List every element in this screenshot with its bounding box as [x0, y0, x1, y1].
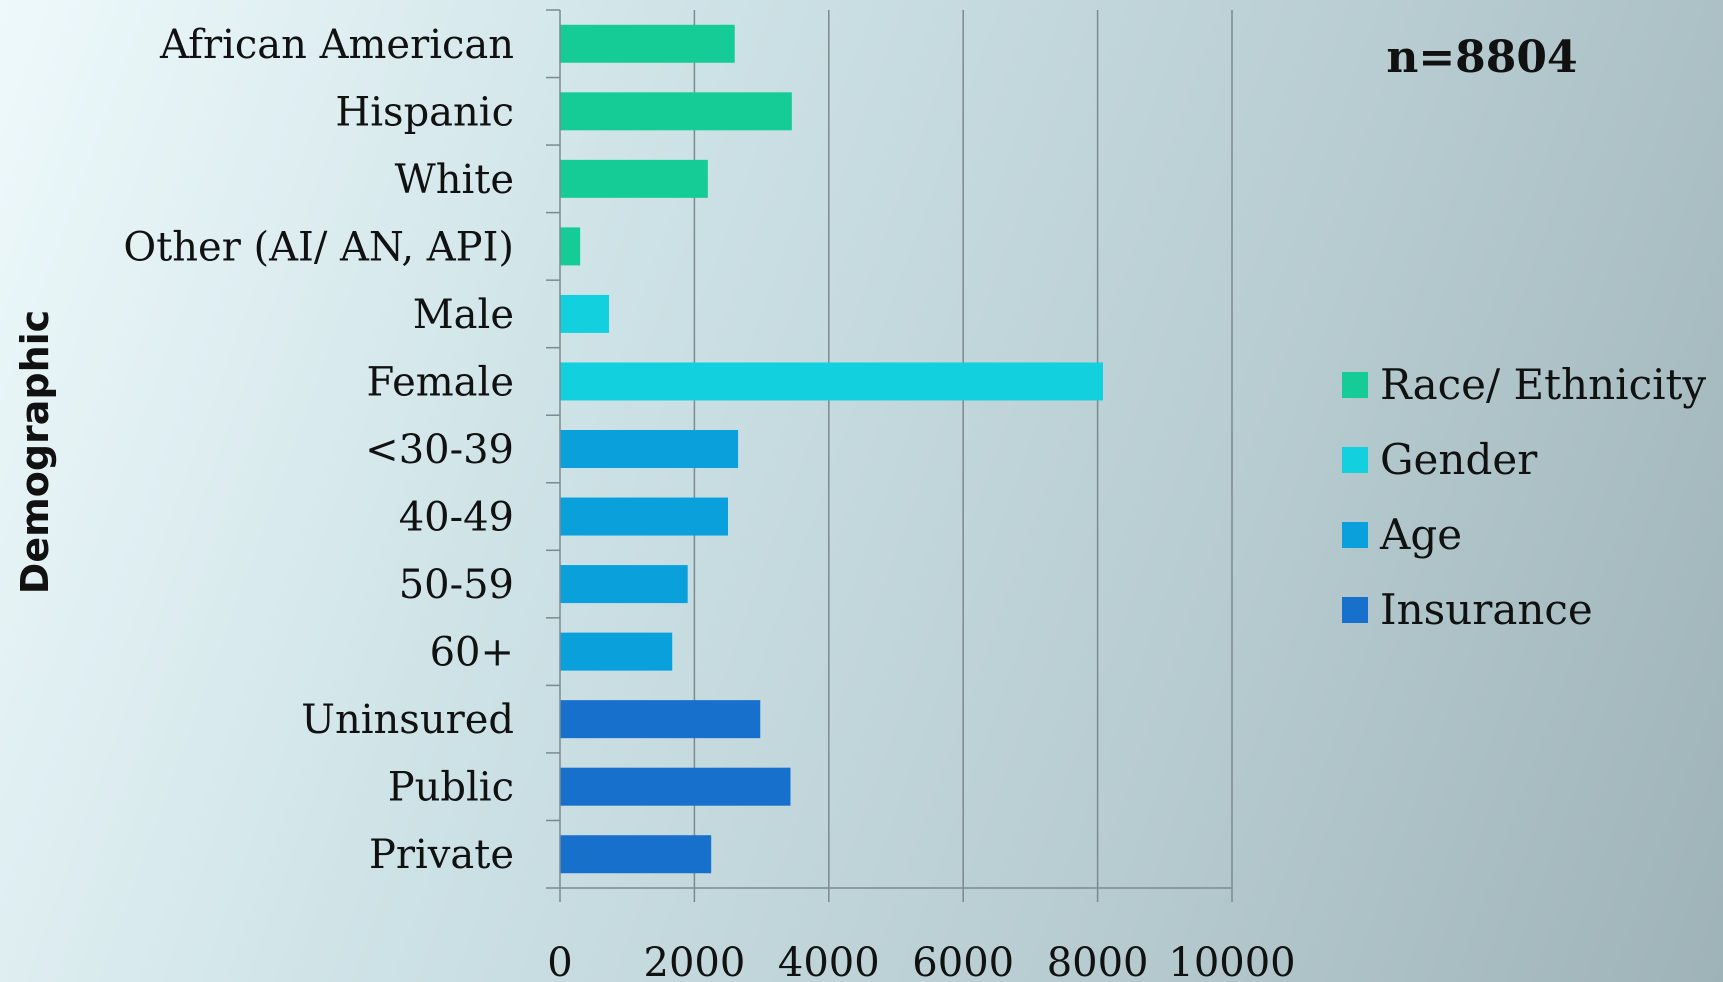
bar — [560, 24, 735, 63]
bar — [560, 565, 688, 604]
bar — [560, 632, 673, 671]
x-tick-label: 2000 — [644, 940, 746, 982]
category-label: Private — [369, 832, 514, 878]
category-label: Male — [413, 292, 514, 338]
legend-label: Race/ Ethnicity — [1380, 360, 1706, 409]
bar — [560, 497, 728, 536]
x-tick-labels: 0 2000 4000 6000 8000 10000 — [547, 940, 1295, 982]
bar — [560, 92, 792, 131]
x-tick-label: 10000 — [1168, 940, 1295, 982]
bar — [560, 227, 581, 266]
legend-swatch — [1342, 447, 1368, 473]
bar — [560, 700, 761, 739]
legend-swatch — [1342, 372, 1368, 398]
bar — [560, 767, 791, 806]
gridlines — [693, 10, 1233, 888]
x-tick-label: 0 — [547, 940, 572, 982]
x-tick-label: 8000 — [1047, 940, 1149, 982]
legend-swatch — [1342, 522, 1368, 548]
legend: Race/ Ethnicity Gender Age Insurance — [1342, 360, 1706, 634]
bars — [560, 24, 1103, 874]
category-label: <30-39 — [365, 427, 514, 473]
legend-label: Age — [1379, 510, 1462, 559]
bar — [560, 362, 1103, 401]
category-label: 40-49 — [399, 495, 514, 541]
category-label: Female — [367, 359, 514, 405]
category-label: White — [395, 157, 514, 203]
bar — [560, 835, 712, 874]
bar — [560, 294, 610, 333]
legend-swatch — [1342, 597, 1368, 623]
category-label: Other (AI/ AN, API) — [123, 224, 514, 270]
category-labels: African American Hispanic White Other (AI/ … — [123, 22, 514, 878]
x-tick-label: 4000 — [778, 940, 880, 982]
category-label: Uninsured — [301, 697, 514, 743]
category-label: 50-59 — [399, 562, 514, 608]
category-label: 60+ — [430, 630, 514, 676]
category-label: Hispanic — [335, 89, 514, 135]
bar — [560, 159, 708, 198]
axes — [546, 9, 1233, 902]
y-axis-label: Demographic — [13, 310, 57, 594]
category-label: African American — [159, 22, 514, 68]
legend-label: Gender — [1380, 435, 1538, 484]
category-label: Public — [388, 765, 514, 811]
sample-size-annotation: n=8804 — [1386, 32, 1577, 83]
bar — [560, 430, 739, 468]
x-tick-label: 6000 — [912, 940, 1014, 982]
legend-label: Insurance — [1380, 585, 1593, 634]
